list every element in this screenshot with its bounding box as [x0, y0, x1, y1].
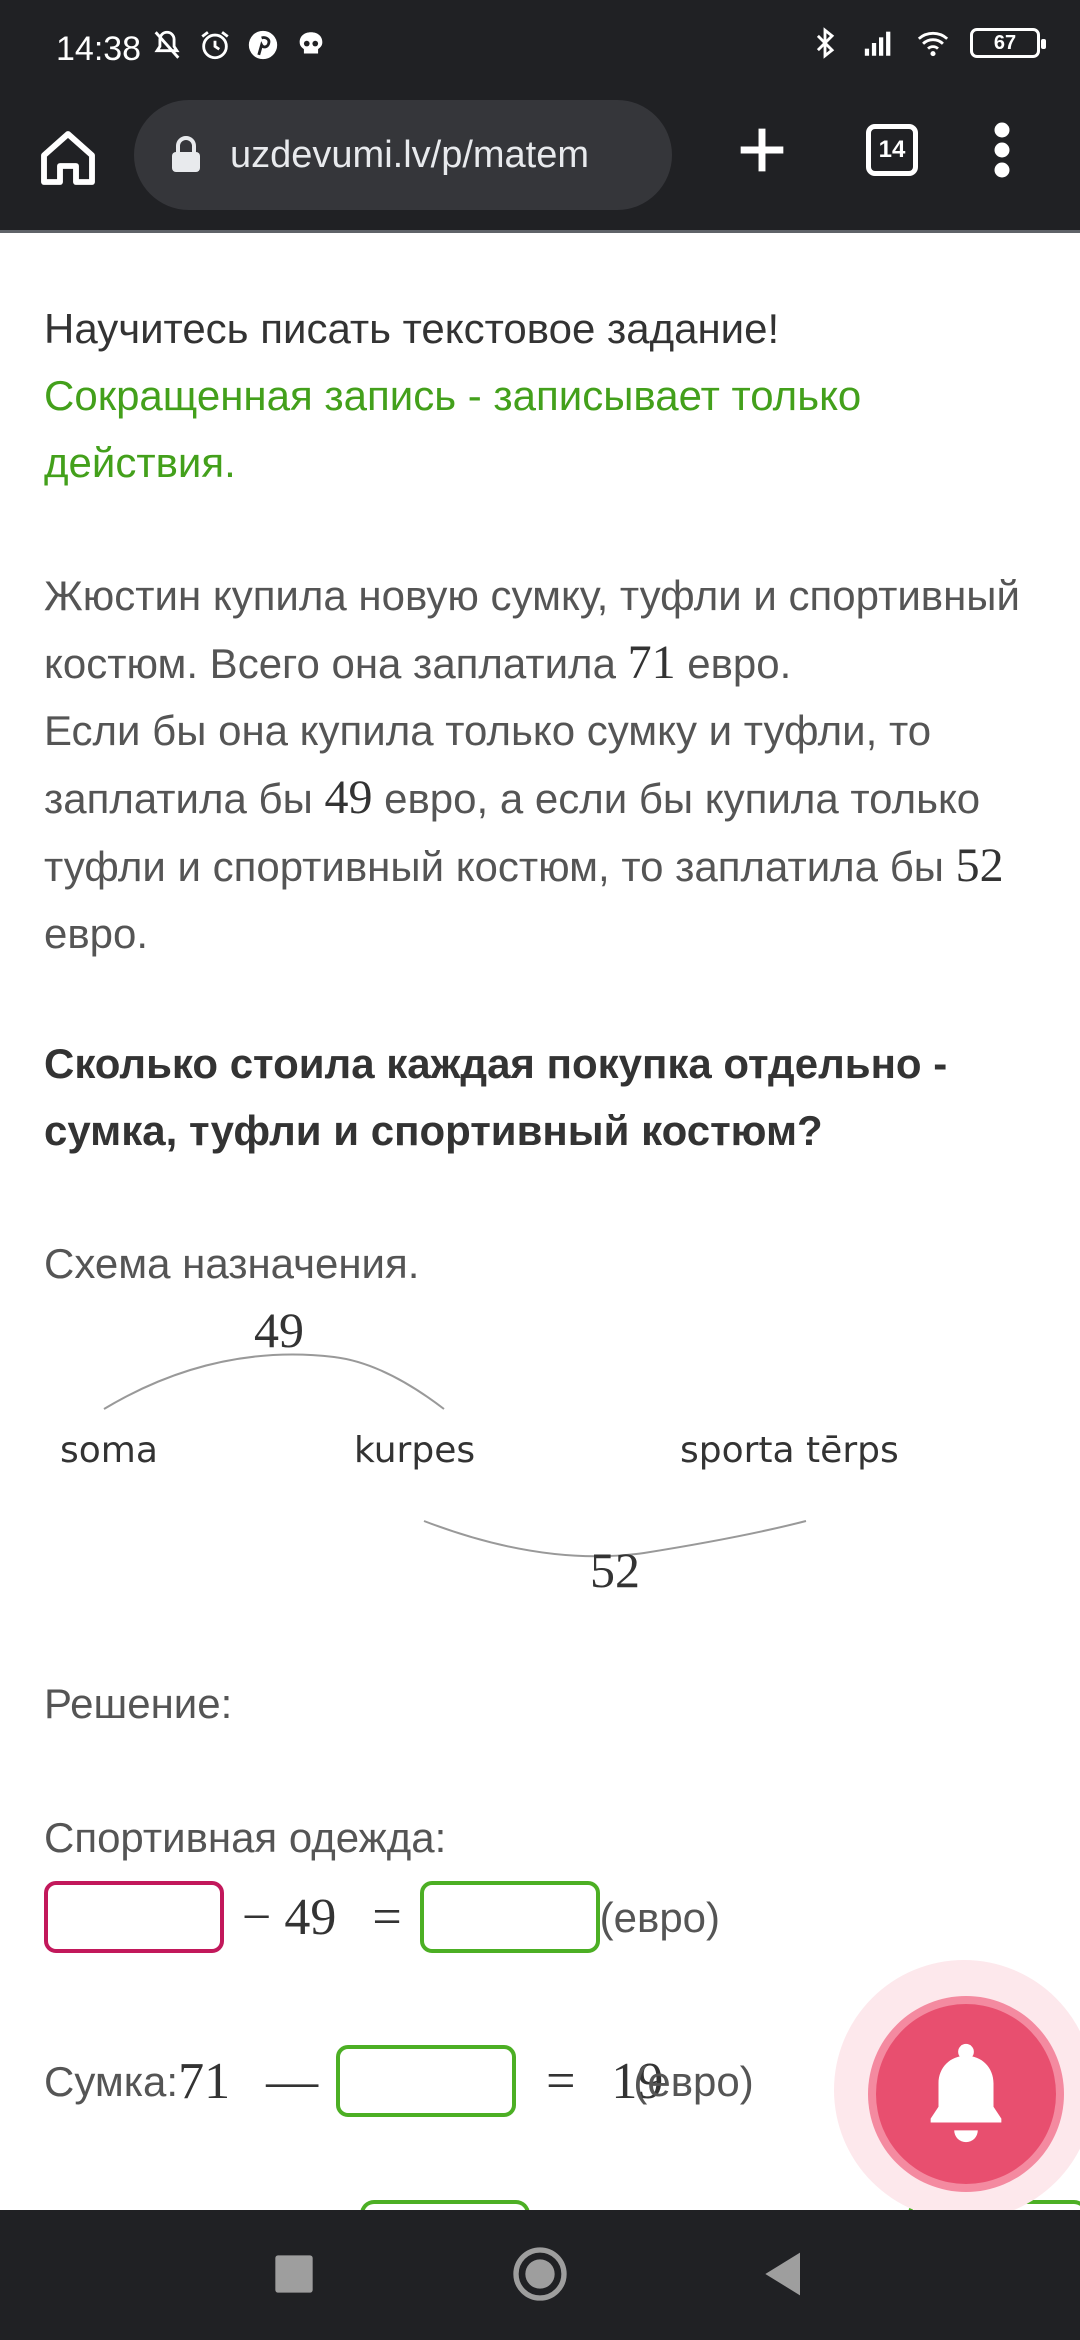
menu-icon[interactable]	[990, 120, 1014, 180]
status-time: 14:38	[56, 30, 142, 68]
bell-icon	[930, 2043, 1002, 2143]
eq2-prefix: Сумка:	[44, 2057, 179, 2105]
equation-bag: Сумка: 71 — = 19 (евро)	[44, 2041, 754, 2121]
scheme-diagram: 49 soma kurpes sporta tērps 52	[44, 1297, 1044, 1598]
scheme-item-soma: soma	[60, 1430, 158, 1471]
mute-icon	[154, 30, 180, 59]
eq2-minus: —	[266, 2052, 319, 2110]
recents-icon[interactable]	[262, 2242, 326, 2306]
task-line1b: евро.	[675, 640, 792, 687]
back-icon[interactable]	[752, 2242, 816, 2306]
task-text: Жюстин купила новую сумку, туфли и спорт…	[44, 562, 1034, 967]
bottom-arc	[423, 1520, 807, 1558]
bag-subtract-input[interactable]	[336, 2045, 517, 2117]
task-line2b: евро, а если бы купила только туфли и сп…	[44, 775, 981, 890]
scheme-item-kurpes: kurpes	[354, 1430, 476, 1471]
scheme-label: Схема назначения.	[44, 1240, 420, 1287]
browser-toolbar: uzdevumi.lv/p/matem 14	[0, 96, 1080, 230]
eq1-unit: (евро)	[599, 1893, 721, 1941]
status-bar: 14:38 67	[0, 0, 1080, 96]
skull-icon	[299, 32, 323, 54]
sport-total-input[interactable]	[44, 1881, 224, 1953]
task-total: 71	[627, 636, 676, 689]
sport-result-input[interactable]	[419, 1881, 600, 1953]
sport-label: Спортивная одежда:	[44, 1814, 447, 1861]
equation-sport: − 49 = (евро)	[44, 1877, 720, 1957]
tab-count: 14	[878, 136, 906, 163]
hint-text: Сокращенная запись - записывает только д…	[44, 372, 862, 486]
signal-icon	[864, 31, 891, 56]
task-line1a: Жюстин купила новую сумку, туфли и спорт…	[44, 572, 1020, 687]
alarm-icon	[201, 31, 229, 60]
system-nav-bar	[0, 2210, 1080, 2340]
lock-icon[interactable]	[170, 136, 202, 174]
toolbar-divider	[0, 230, 1080, 233]
task-shoes-suit: 52	[955, 839, 1004, 892]
page-title: Научитесь писать текстовое задание!	[44, 305, 780, 352]
scheme-item-sporta-terps: sporta tērps	[680, 1430, 899, 1471]
task-line2c: евро.	[44, 910, 149, 957]
top-arc	[103, 1353, 445, 1410]
pinterest-icon	[248, 30, 278, 60]
eq2-total: 71	[178, 2052, 231, 2110]
battery-indicator: 67	[970, 28, 1046, 58]
address-bar[interactable]: uzdevumi.lv/p/matem	[134, 100, 672, 210]
next-input-peek	[360, 2200, 530, 2214]
task-bag-shoes: 49	[324, 771, 373, 824]
task-question: Сколько стоила каждая покупка отдельно -…	[44, 1040, 948, 1154]
home-icon[interactable]	[36, 126, 100, 190]
eq2-unit: (евро)	[633, 2057, 754, 2105]
solution-label: Решение:	[44, 1680, 233, 1727]
url-text[interactable]: uzdevumi.lv/p/matem	[230, 134, 590, 176]
eq1-equals: =	[372, 1888, 402, 1946]
tabs-icon[interactable]: 14	[866, 124, 918, 176]
eq1-minus: − 49	[242, 1888, 337, 1946]
home-nav-icon[interactable]	[508, 2242, 572, 2306]
eq2-equals: =	[546, 2052, 576, 2110]
notification-button[interactable]	[876, 2004, 1056, 2184]
plus-icon[interactable]	[730, 118, 794, 182]
scheme-bottom-number: 52	[590, 1542, 640, 1598]
scheme-top-number: 49	[254, 1302, 304, 1358]
bluetooth-icon	[816, 27, 835, 59]
task-line2a: Если бы она купила только сумку и туфли,…	[44, 707, 932, 822]
scheme-arcs	[103, 1353, 807, 1558]
battery-level: 67	[993, 31, 1017, 54]
wifi-icon	[917, 31, 949, 57]
eq2-result: 19	[611, 2052, 664, 2110]
